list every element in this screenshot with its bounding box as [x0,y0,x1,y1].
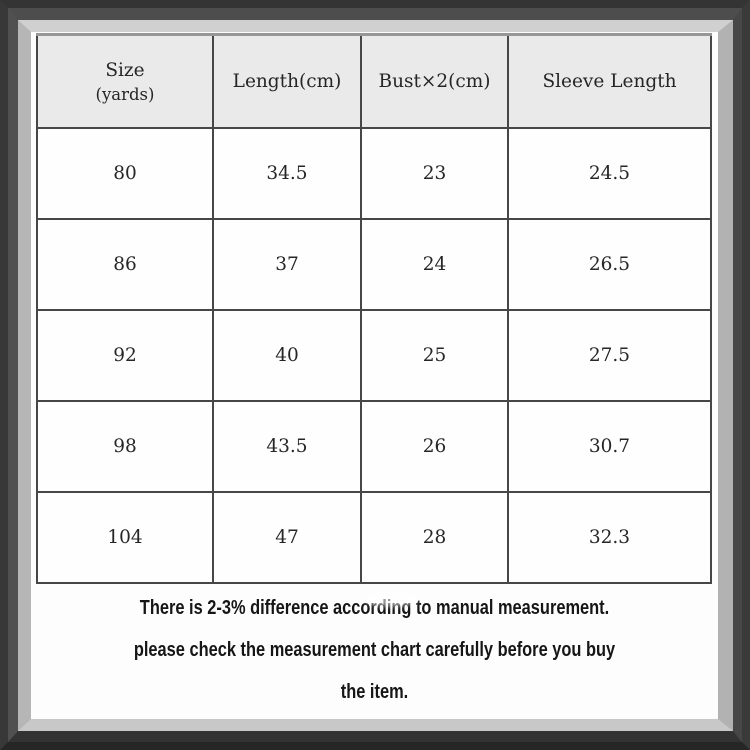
cell-bust: 23 [360,127,509,220]
cell-length: 37 [212,218,362,311]
matte-border: Size (yards) Length(cm) Bust×2(cm) Sleev… [18,20,733,731]
cell-length: 34.5 [212,127,362,220]
cell-sleeve: 27.5 [507,309,712,402]
cell-bust: 26 [360,400,509,493]
cell-length: 40 [212,309,362,402]
footnote-line-2: please check the measurement chart caref… [133,638,616,661]
cell-sleeve: 24.5 [507,127,712,220]
footnote-line-1: There is 2-3% difference according to ma… [139,596,610,619]
cell-bust: 24 [360,218,509,311]
measurement-disclaimer: There is 2-3% difference according to ma… [100,587,650,713]
cell-size: 92 [36,309,214,402]
picture-frame-bevel: Size (yards) Length(cm) Bust×2(cm) Sleev… [8,8,742,742]
size-chart-table: Size (yards) Length(cm) Bust×2(cm) Sleev… [36,33,712,584]
table-row: 98 43.5 26 30.7 [36,400,712,493]
header-size-label: Size [105,59,145,81]
cell-length: 43.5 [212,400,362,493]
cell-length: 47 [212,491,362,584]
table-row: 86 37 24 26.5 [36,218,712,311]
header-row: Size (yards) Length(cm) Bust×2(cm) Sleev… [36,33,712,129]
cell-size: 86 [36,218,214,311]
cell-bust: 25 [360,309,509,402]
footnote-line-3: the item. [340,680,409,703]
chart-sheet: Size (yards) Length(cm) Bust×2(cm) Sleev… [31,33,718,720]
cell-bust: 28 [360,491,509,584]
cell-size: 98 [36,400,214,493]
cell-sleeve: 26.5 [507,218,712,311]
cell-size: 80 [36,127,214,220]
cell-sleeve: 30.7 [507,400,712,493]
header-size-unit: (yards) [95,84,155,104]
table-row: 92 40 25 27.5 [36,309,712,402]
table-row: 104 47 28 32.3 [36,491,712,584]
header-cell-size: Size (yards) [36,33,214,129]
cell-size: 104 [36,491,214,584]
header-cell-bust: Bust×2(cm) [360,33,509,129]
header-cell-sleeve: Sleeve Length [507,33,712,129]
table-row: 80 34.5 23 24.5 [36,127,712,220]
cell-sleeve: 32.3 [507,491,712,584]
header-cell-length: Length(cm) [212,33,362,129]
